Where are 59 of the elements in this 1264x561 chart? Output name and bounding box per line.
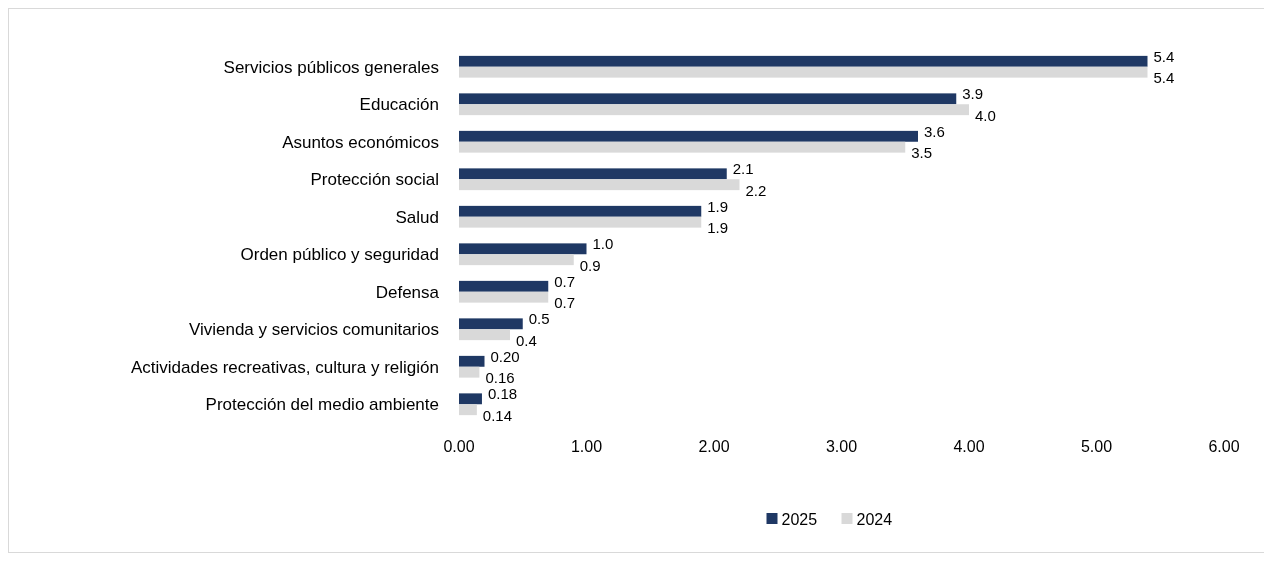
y-tick-label: Salud [395, 207, 439, 227]
data-label: 2.2 [745, 181, 767, 199]
bar [459, 168, 727, 180]
bar [459, 141, 906, 153]
y-tick-label: Actividades recreativas, cultura y religión [130, 357, 439, 377]
x-tick-label: 5.00 [1080, 438, 1113, 456]
legend-label: 2025 [781, 510, 818, 528]
bar [459, 254, 574, 266]
y-tick-label: Educación [359, 95, 439, 115]
data-label: 0.9 [579, 256, 601, 274]
data-label: 1.9 [707, 219, 729, 237]
data-label: 0.20 [490, 347, 520, 365]
data-label: 2.1 [732, 160, 754, 178]
y-tick-label: Servicios públicos generales [223, 57, 439, 77]
data-label: 1.9 [707, 197, 729, 215]
bar [459, 130, 918, 142]
bar [459, 329, 510, 341]
data-label: 3.6 [924, 122, 945, 140]
bar [459, 55, 1148, 67]
data-label: 5.4 [1153, 47, 1175, 65]
bar [459, 93, 957, 105]
bar [459, 179, 740, 191]
x-tick-label: 4.00 [953, 438, 985, 456]
legend-label: 2024 [856, 510, 893, 528]
bar [459, 291, 549, 303]
x-tick-label: 6.00 [1208, 438, 1240, 456]
bar [459, 66, 1148, 78]
bar [459, 216, 702, 228]
bar [459, 355, 485, 367]
x-tick-label: 1.00 [570, 438, 603, 456]
data-label: 1.0 [592, 235, 614, 253]
data-label: 0.5 [528, 310, 550, 328]
bar [459, 404, 477, 416]
data-label: 4.0 [975, 106, 996, 124]
data-label: 0.7 [554, 272, 576, 290]
bar [459, 366, 480, 378]
y-tick-label: Protección social [310, 170, 439, 190]
x-tick-label: 3.00 [825, 438, 858, 456]
data-label: 0.7 [554, 294, 576, 312]
x-tick-label: 0.00 [443, 438, 475, 456]
bar [459, 280, 549, 292]
data-label: 0.18 [487, 385, 518, 403]
y-tick-label: Defensa [375, 282, 440, 302]
data-label: 3.9 [962, 85, 984, 103]
bar [459, 104, 969, 116]
data-label: 0.16 [485, 369, 515, 387]
data-label: 0.14 [482, 406, 513, 424]
x-tick-label: 2.00 [698, 438, 730, 456]
data-label: 5.4 [1153, 69, 1175, 87]
data-label: 3.5 [911, 144, 933, 162]
y-tick-label: Orden público y seguridad [240, 245, 439, 265]
bar [459, 318, 523, 330]
y-tick-label: Asuntos económicos [282, 132, 439, 152]
y-tick-label: Protección del medio ambiente [205, 395, 439, 415]
bar [459, 205, 702, 217]
data-label: 0.4 [516, 331, 537, 349]
bar [459, 243, 587, 255]
y-tick-label: Vivienda y servicios comunitarios [188, 320, 439, 340]
bar [459, 393, 482, 405]
